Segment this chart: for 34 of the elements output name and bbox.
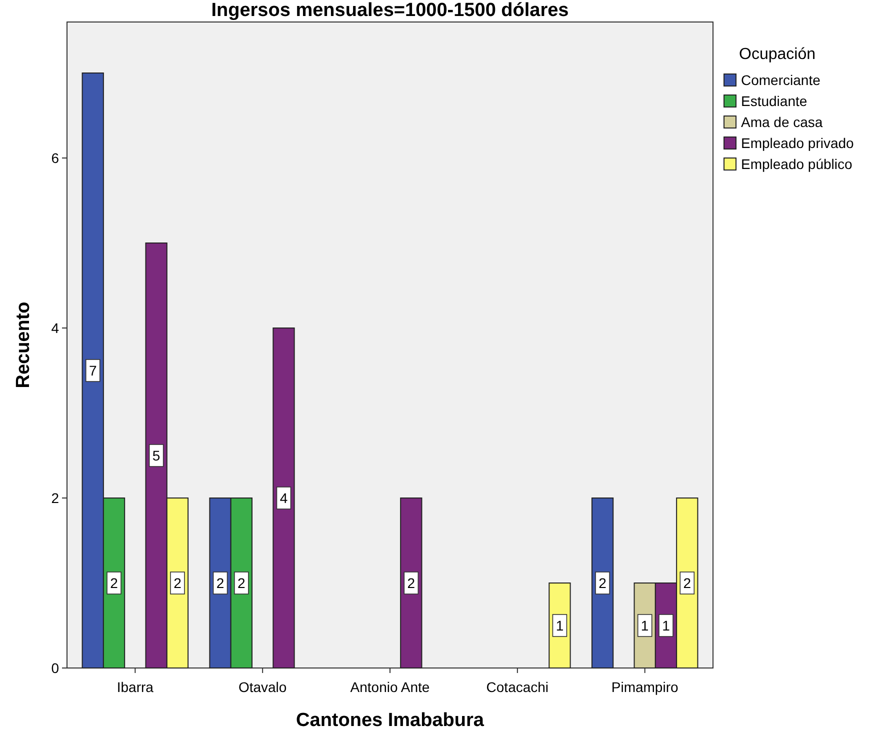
legend-label: Empleado privado: [741, 135, 854, 151]
data-label: 2: [238, 575, 246, 591]
data-label: 4: [280, 490, 288, 506]
y-tick-label: 6: [51, 150, 60, 166]
x-tick-label: Pimampiro: [611, 679, 678, 695]
data-label: 2: [598, 575, 607, 591]
data-label: 2: [407, 575, 416, 591]
data-label: 7: [88, 362, 97, 378]
data-label: 1: [640, 618, 649, 634]
data-label: 2: [683, 575, 692, 591]
legend-label: Comerciante: [741, 72, 821, 88]
legend-label: Estudiante: [741, 93, 808, 109]
y-tick-label: 0: [51, 660, 60, 676]
x-tick-label: Antonio Ante: [350, 679, 430, 695]
data-label: 5: [152, 448, 160, 464]
legend-title: Ocupación: [739, 46, 816, 63]
legend-label: Empleado público: [741, 156, 853, 172]
y-tick-label: 4: [51, 320, 60, 336]
x-tick-label: Cotacachi: [486, 679, 549, 695]
data-label: 2: [216, 575, 224, 591]
data-label: 1: [662, 618, 670, 634]
x-tick-label: Ibarra: [116, 679, 154, 695]
bar: [272, 328, 295, 668]
bar: [400, 498, 422, 668]
x-tick-label: Otavalo: [238, 679, 287, 695]
data-label: 1: [556, 618, 564, 634]
bar: [591, 498, 614, 668]
data-label: 2: [174, 575, 182, 591]
chart-title: Ingersos mensuales=1000-1500 dólares: [211, 0, 569, 21]
legend-label: Ama de casa: [741, 114, 823, 130]
x-axis-title: Cantones Imababura: [296, 710, 484, 731]
y-tick-label: 2: [51, 490, 60, 506]
y-axis-title: Recuento: [13, 302, 34, 388]
data-label: 2: [110, 575, 118, 591]
